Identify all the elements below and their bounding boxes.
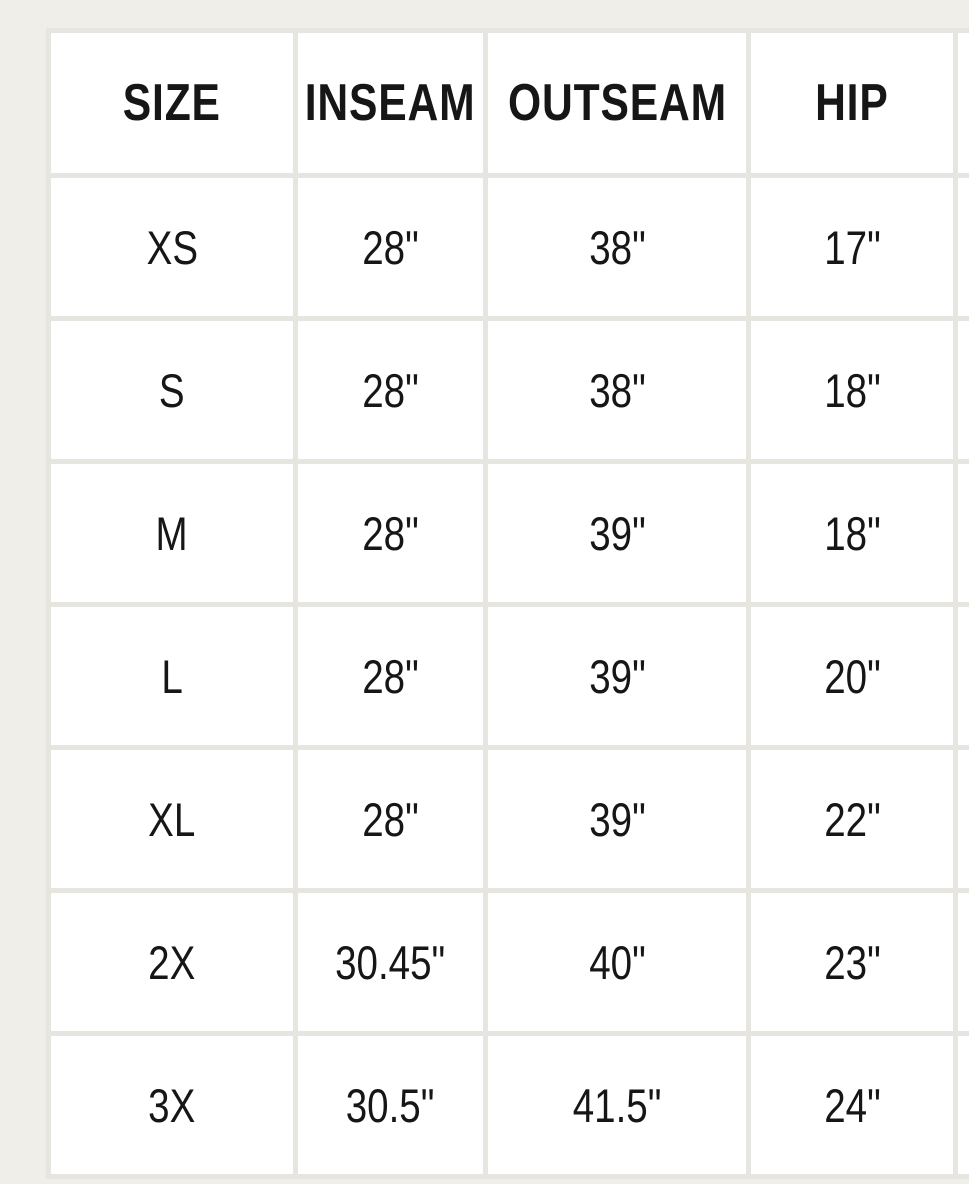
cell-hip-xl: 22" [751,750,953,888]
cell-outseam-xs: 38" [488,178,746,316]
cell-inseam-s: 28" [298,321,483,459]
inseam-value: 28" [362,363,419,417]
hip-value: 20" [823,649,881,703]
cell-outseam-m: 39" [488,464,746,602]
column-header-hip: HIP [751,33,953,173]
hip-value: 17" [823,220,881,274]
column-header-outseam-label: OUTSEAM [507,74,727,132]
inseam-value: 28" [362,649,419,703]
hip-value: 18" [823,363,881,417]
cell-hip-3x: 24" [751,1036,953,1174]
cell-extra-m [958,464,969,602]
cell-extra-3x [958,1036,969,1174]
outseam-value: 39" [588,649,646,703]
column-header-size-label: SIZE [122,74,222,132]
hip-value: 23" [823,935,881,989]
cell-hip-m: 18" [751,464,953,602]
size-value: 3X [148,1078,196,1132]
cell-extra-s [958,321,969,459]
cell-extra-2x [958,893,969,1031]
cell-size-l: L [51,607,293,745]
size-value: XS [146,220,198,274]
cell-size-3x: 3X [51,1036,293,1174]
cell-outseam-xl: 39" [488,750,746,888]
cell-hip-2x: 23" [751,893,953,1031]
cell-inseam-2x: 30.45" [298,893,483,1031]
cell-size-s: S [51,321,293,459]
column-header-extra [958,33,969,173]
outseam-value: 39" [588,506,646,560]
column-header-size: SIZE [51,33,293,173]
cell-inseam-xs: 28" [298,178,483,316]
column-header-inseam: INSEAM [298,33,483,173]
outseam-value: 38" [588,220,646,274]
inseam-value: 30.5" [346,1078,435,1132]
cell-size-2x: 2X [51,893,293,1031]
inseam-value: 30.45" [335,935,446,989]
cell-extra-l [958,607,969,745]
column-header-inseam-label: INSEAM [305,74,476,132]
outseam-value: 39" [588,792,646,846]
cell-outseam-3x: 41.5" [488,1036,746,1174]
size-value: L [161,649,183,703]
inseam-value: 28" [362,792,419,846]
cell-outseam-2x: 40" [488,893,746,1031]
column-header-hip-label: HIP [815,74,889,132]
cell-outseam-l: 39" [488,607,746,745]
size-value: S [159,363,185,417]
size-value: M [155,506,189,560]
inseam-value: 28" [362,220,419,274]
size-chart-table: SIZE INSEAM OUTSEAM HIP XS 28" 38" 17" [46,28,969,1179]
cell-size-m: M [51,464,293,602]
cell-inseam-3x: 30.5" [298,1036,483,1174]
cell-hip-xs: 17" [751,178,953,316]
cell-hip-l: 20" [751,607,953,745]
outseam-value: 40" [588,935,646,989]
outseam-value: 41.5" [572,1078,662,1132]
cell-size-xs: XS [51,178,293,316]
column-header-outseam: OUTSEAM [488,33,746,173]
cell-hip-s: 18" [751,321,953,459]
cell-extra-xl [958,750,969,888]
cell-inseam-xl: 28" [298,750,483,888]
inseam-value: 28" [362,506,419,560]
cell-outseam-s: 38" [488,321,746,459]
cell-inseam-m: 28" [298,464,483,602]
hip-value: 22" [823,792,881,846]
size-value: 2X [148,935,196,989]
size-chart: SIZE INSEAM OUTSEAM HIP XS 28" 38" 17" [46,28,969,1179]
cell-inseam-l: 28" [298,607,483,745]
size-value: XL [148,792,196,846]
hip-value: 24" [823,1078,881,1132]
hip-value: 18" [823,506,881,560]
outseam-value: 38" [588,363,646,417]
cell-size-xl: XL [51,750,293,888]
cell-extra-xs [958,178,969,316]
